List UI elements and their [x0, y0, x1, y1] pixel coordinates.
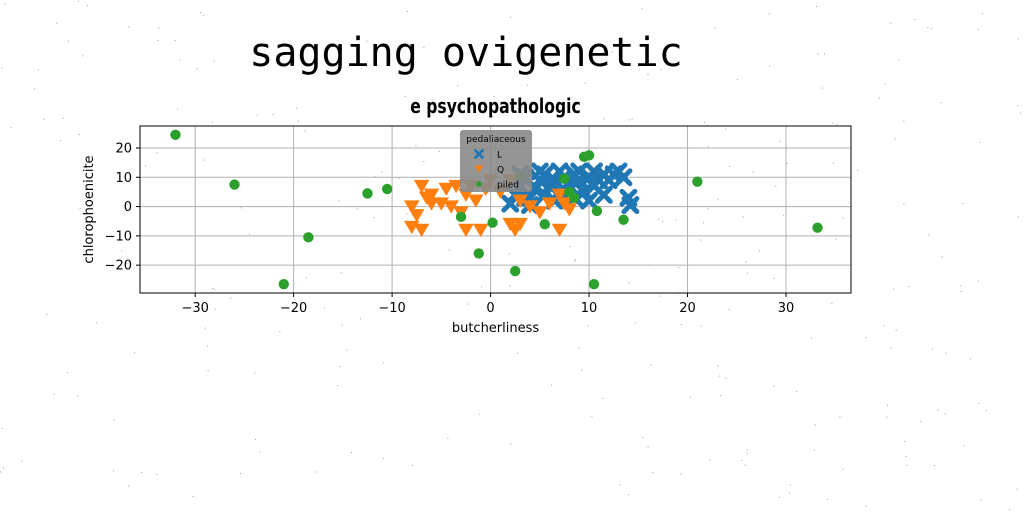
data-point [362, 188, 373, 199]
x-axis-label: butcherliness [452, 321, 540, 336]
data-point [591, 205, 603, 217]
data-point [621, 196, 640, 215]
legend-box [460, 130, 532, 192]
data-point [559, 173, 570, 184]
x-tick-label: −20 [280, 301, 307, 316]
series-Q [403, 173, 578, 238]
legend-item: piled [476, 181, 519, 191]
data-point [473, 248, 484, 259]
legend-label: piled [497, 181, 519, 191]
data-point [541, 197, 558, 211]
data-point [438, 182, 455, 197]
y-tick-label: 0 [124, 200, 132, 215]
data-point [551, 188, 568, 202]
data-point [408, 209, 425, 223]
data-point [423, 188, 440, 202]
data-point [458, 223, 474, 238]
legend-item: Q [474, 165, 504, 176]
data-point [588, 279, 600, 290]
data-point [575, 182, 594, 201]
data-point [583, 150, 595, 161]
data-point [614, 168, 633, 187]
data-point [170, 129, 181, 140]
x-tick-label: 20 [679, 301, 696, 316]
data-point [551, 223, 568, 238]
legend-item: L [474, 149, 502, 161]
data-point [413, 223, 430, 238]
figure-suptitle: sagging ovigenetic [249, 30, 683, 76]
legend-label: L [497, 151, 502, 161]
data-point [561, 203, 578, 217]
legend-marker [474, 165, 484, 173]
x-tick-label: 0 [486, 301, 494, 316]
data-point [569, 192, 580, 203]
data-point [501, 194, 520, 213]
axes-title: e psychopathologic [410, 94, 581, 118]
x-tick-label: −30 [181, 301, 208, 316]
data-point [472, 223, 489, 238]
data-point [570, 162, 589, 181]
x-tick-label: −10 [378, 301, 405, 316]
data-point [812, 222, 823, 233]
legend-label: Q [497, 166, 504, 176]
data-point [532, 206, 548, 220]
data-point [618, 214, 629, 225]
x-tick-label: 30 [778, 301, 795, 316]
axis-ticks: −30 −20 −10 0 10 20 30 −20 −10 0 10 20 [105, 141, 795, 316]
data-point [535, 165, 554, 184]
y-tick-label: −20 [105, 259, 132, 274]
data-point [278, 279, 289, 290]
data-point [229, 179, 240, 190]
legend-title: pedaliaceous [466, 135, 526, 145]
legend-marker [476, 181, 482, 187]
data-point [487, 217, 498, 228]
data-point [594, 185, 613, 204]
data-point [522, 200, 538, 214]
legend-marker [474, 149, 484, 159]
x-tick-label: 10 [581, 301, 598, 316]
data-point [381, 183, 393, 195]
data-point [539, 218, 550, 230]
data-point [468, 194, 484, 208]
data-point [443, 200, 459, 214]
data-point [413, 179, 430, 194]
data-point [512, 194, 528, 208]
data-point [423, 197, 440, 211]
y-tick-label: 20 [115, 141, 132, 156]
y-tick-label: −10 [105, 229, 132, 244]
data-point [509, 265, 521, 277]
data-point [692, 176, 703, 187]
axes-frame [139, 125, 852, 294]
data-point [455, 211, 467, 223]
data-point [403, 200, 420, 214]
series-piled [170, 129, 823, 290]
data-points [170, 129, 823, 290]
y-tick-label: 10 [115, 171, 132, 186]
data-point [303, 232, 314, 243]
y-axis-label: chlorophoenicite [82, 155, 97, 263]
data-point [580, 191, 598, 210]
data-point [512, 217, 528, 232]
